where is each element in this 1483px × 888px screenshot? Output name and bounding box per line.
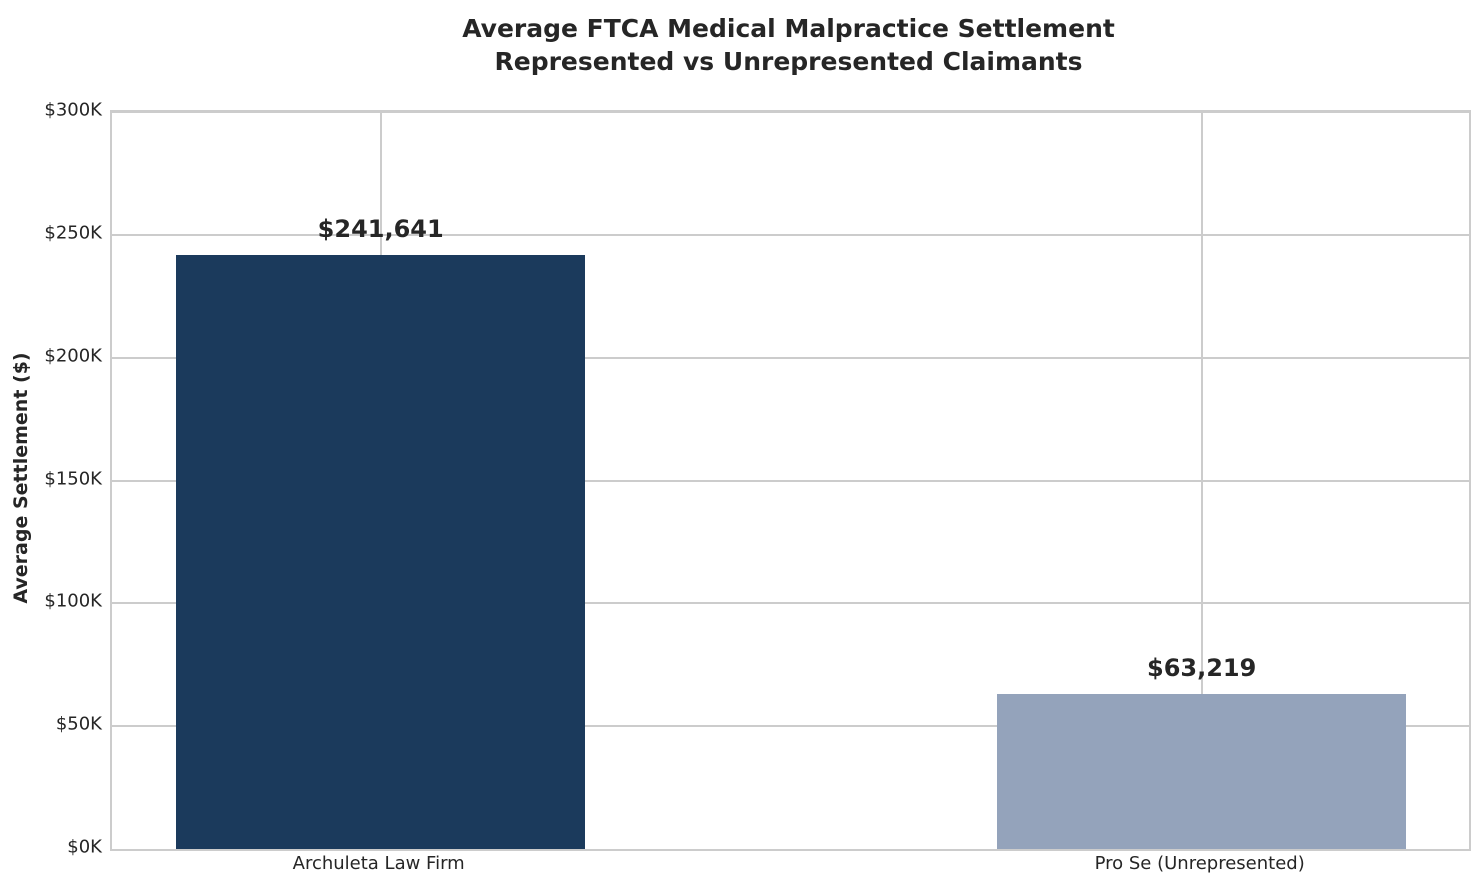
bar-value-label: $63,219 [1147, 653, 1257, 682]
gridline-vertical [1200, 112, 1203, 849]
y-tick-label: $50K [55, 713, 102, 735]
chart-title-line1: Average FTCA Medical Malpractice Settlem… [462, 14, 1115, 43]
y-tick-label: $250K [44, 222, 102, 244]
chart-title-line2: Represented vs Unrepresented Claimants [494, 47, 1083, 76]
x-axis-tick-labels: Archuleta Law Firm Pro Se (Unrepresented) [110, 853, 1467, 881]
gridline-horizontal [112, 356, 1469, 359]
y-tick-label: $300K [44, 99, 102, 121]
x-tick-label: Pro Se (Unrepresented) [1094, 853, 1305, 874]
gridline-horizontal [112, 479, 1469, 482]
gridline-horizontal [112, 725, 1469, 728]
chart-title: Average FTCA Medical Malpractice Settlem… [110, 12, 1467, 78]
y-tick-label: $150K [44, 468, 102, 489]
gridline-horizontal [112, 111, 1469, 113]
plot-area: $241,641 $63,219 [110, 110, 1471, 851]
bar-value-label: $241,641 [317, 215, 444, 244]
gridline-horizontal [112, 602, 1469, 605]
y-axis-tick-labels: $0K $50K $100K $150K $200K $250K $300K [0, 100, 102, 858]
gridline-horizontal [112, 233, 1469, 236]
y-tick-label: $100K [44, 590, 102, 612]
y-tick-label: $0K [67, 836, 102, 858]
bar-2 [997, 693, 1407, 849]
bar-1 [176, 255, 586, 849]
x-tick-label: Archuleta Law Firm [292, 853, 465, 874]
y-tick-label: $200K [44, 345, 102, 367]
